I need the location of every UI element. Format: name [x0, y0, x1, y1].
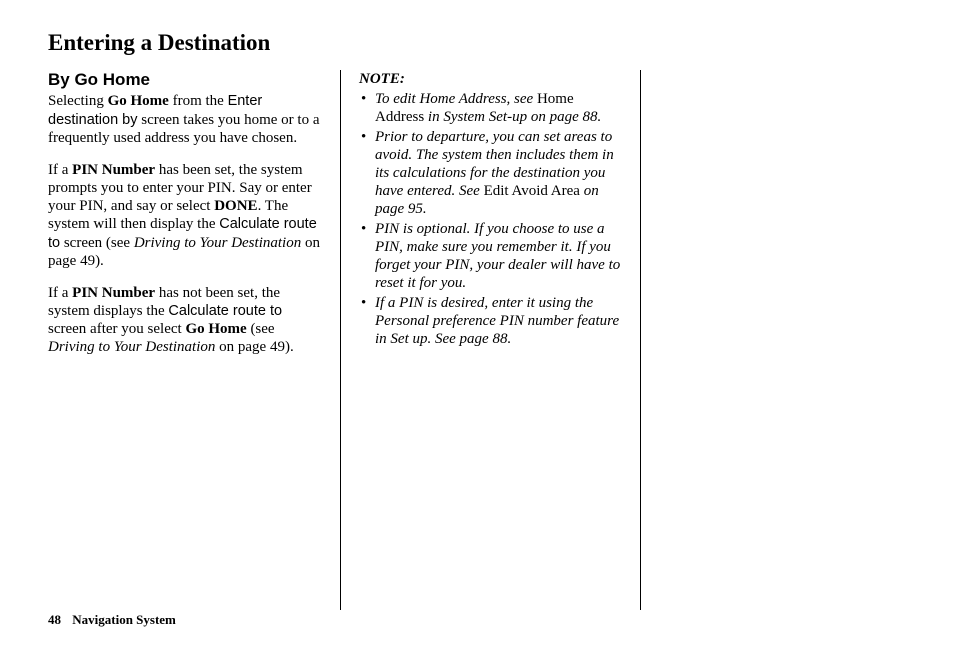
t: screen after you select: [48, 321, 185, 337]
t: If a: [48, 162, 72, 178]
t: PIN Number: [72, 162, 155, 178]
t: (see: [247, 321, 275, 337]
content-columns: By Go Home Selecting Go Home from the En…: [48, 70, 906, 610]
t: Calculate route to: [168, 303, 282, 319]
paragraph-3: If a PIN Number has not been set, the sy…: [48, 284, 322, 356]
note-list: To edit Home Address, see Home Address i…: [359, 90, 622, 348]
page-footer: 48 Navigation System: [48, 612, 176, 628]
note-item: To edit Home Address, see Home Address i…: [359, 90, 622, 126]
t: Driving to Your Destination: [134, 235, 301, 251]
t: PIN Number: [72, 285, 155, 301]
note-heading: NOTE:: [359, 70, 622, 88]
paragraph-2: If a PIN Number has been set, the system…: [48, 161, 322, 270]
t: Edit Avoid Area: [484, 183, 580, 199]
subheading: By Go Home: [48, 70, 322, 90]
page-title: Entering a Destination: [48, 30, 906, 56]
column-left: By Go Home Selecting Go Home from the En…: [48, 70, 340, 610]
column-right: [640, 70, 906, 610]
t: on page 49).: [215, 339, 293, 355]
t: screen (see: [60, 235, 134, 251]
t: Go Home: [108, 93, 169, 109]
note-item: Prior to departure, you can set areas to…: [359, 128, 622, 218]
t: Driving to Your Destination: [48, 339, 215, 355]
t: Go Home: [185, 321, 246, 337]
note-item: If a PIN is desired, enter it using the …: [359, 294, 622, 348]
paragraph-1: Selecting Go Home from the Enter destina…: [48, 92, 322, 147]
t: Selecting: [48, 93, 108, 109]
t: To edit Home Address, see: [375, 91, 537, 107]
footer-title: Navigation System: [72, 612, 176, 627]
t: If a: [48, 285, 72, 301]
t: from the: [169, 93, 228, 109]
column-middle: NOTE: To edit Home Address, see Home Add…: [340, 70, 640, 610]
t: DONE: [214, 198, 257, 214]
note-item: PIN is optional. If you choose to use a …: [359, 220, 622, 292]
page-number: 48: [48, 612, 61, 627]
t: in System Set-up on page 88.: [424, 109, 601, 125]
t: If a PIN is desired, enter it using the …: [375, 295, 619, 347]
t: PIN is optional. If you choose to use a …: [375, 221, 620, 291]
